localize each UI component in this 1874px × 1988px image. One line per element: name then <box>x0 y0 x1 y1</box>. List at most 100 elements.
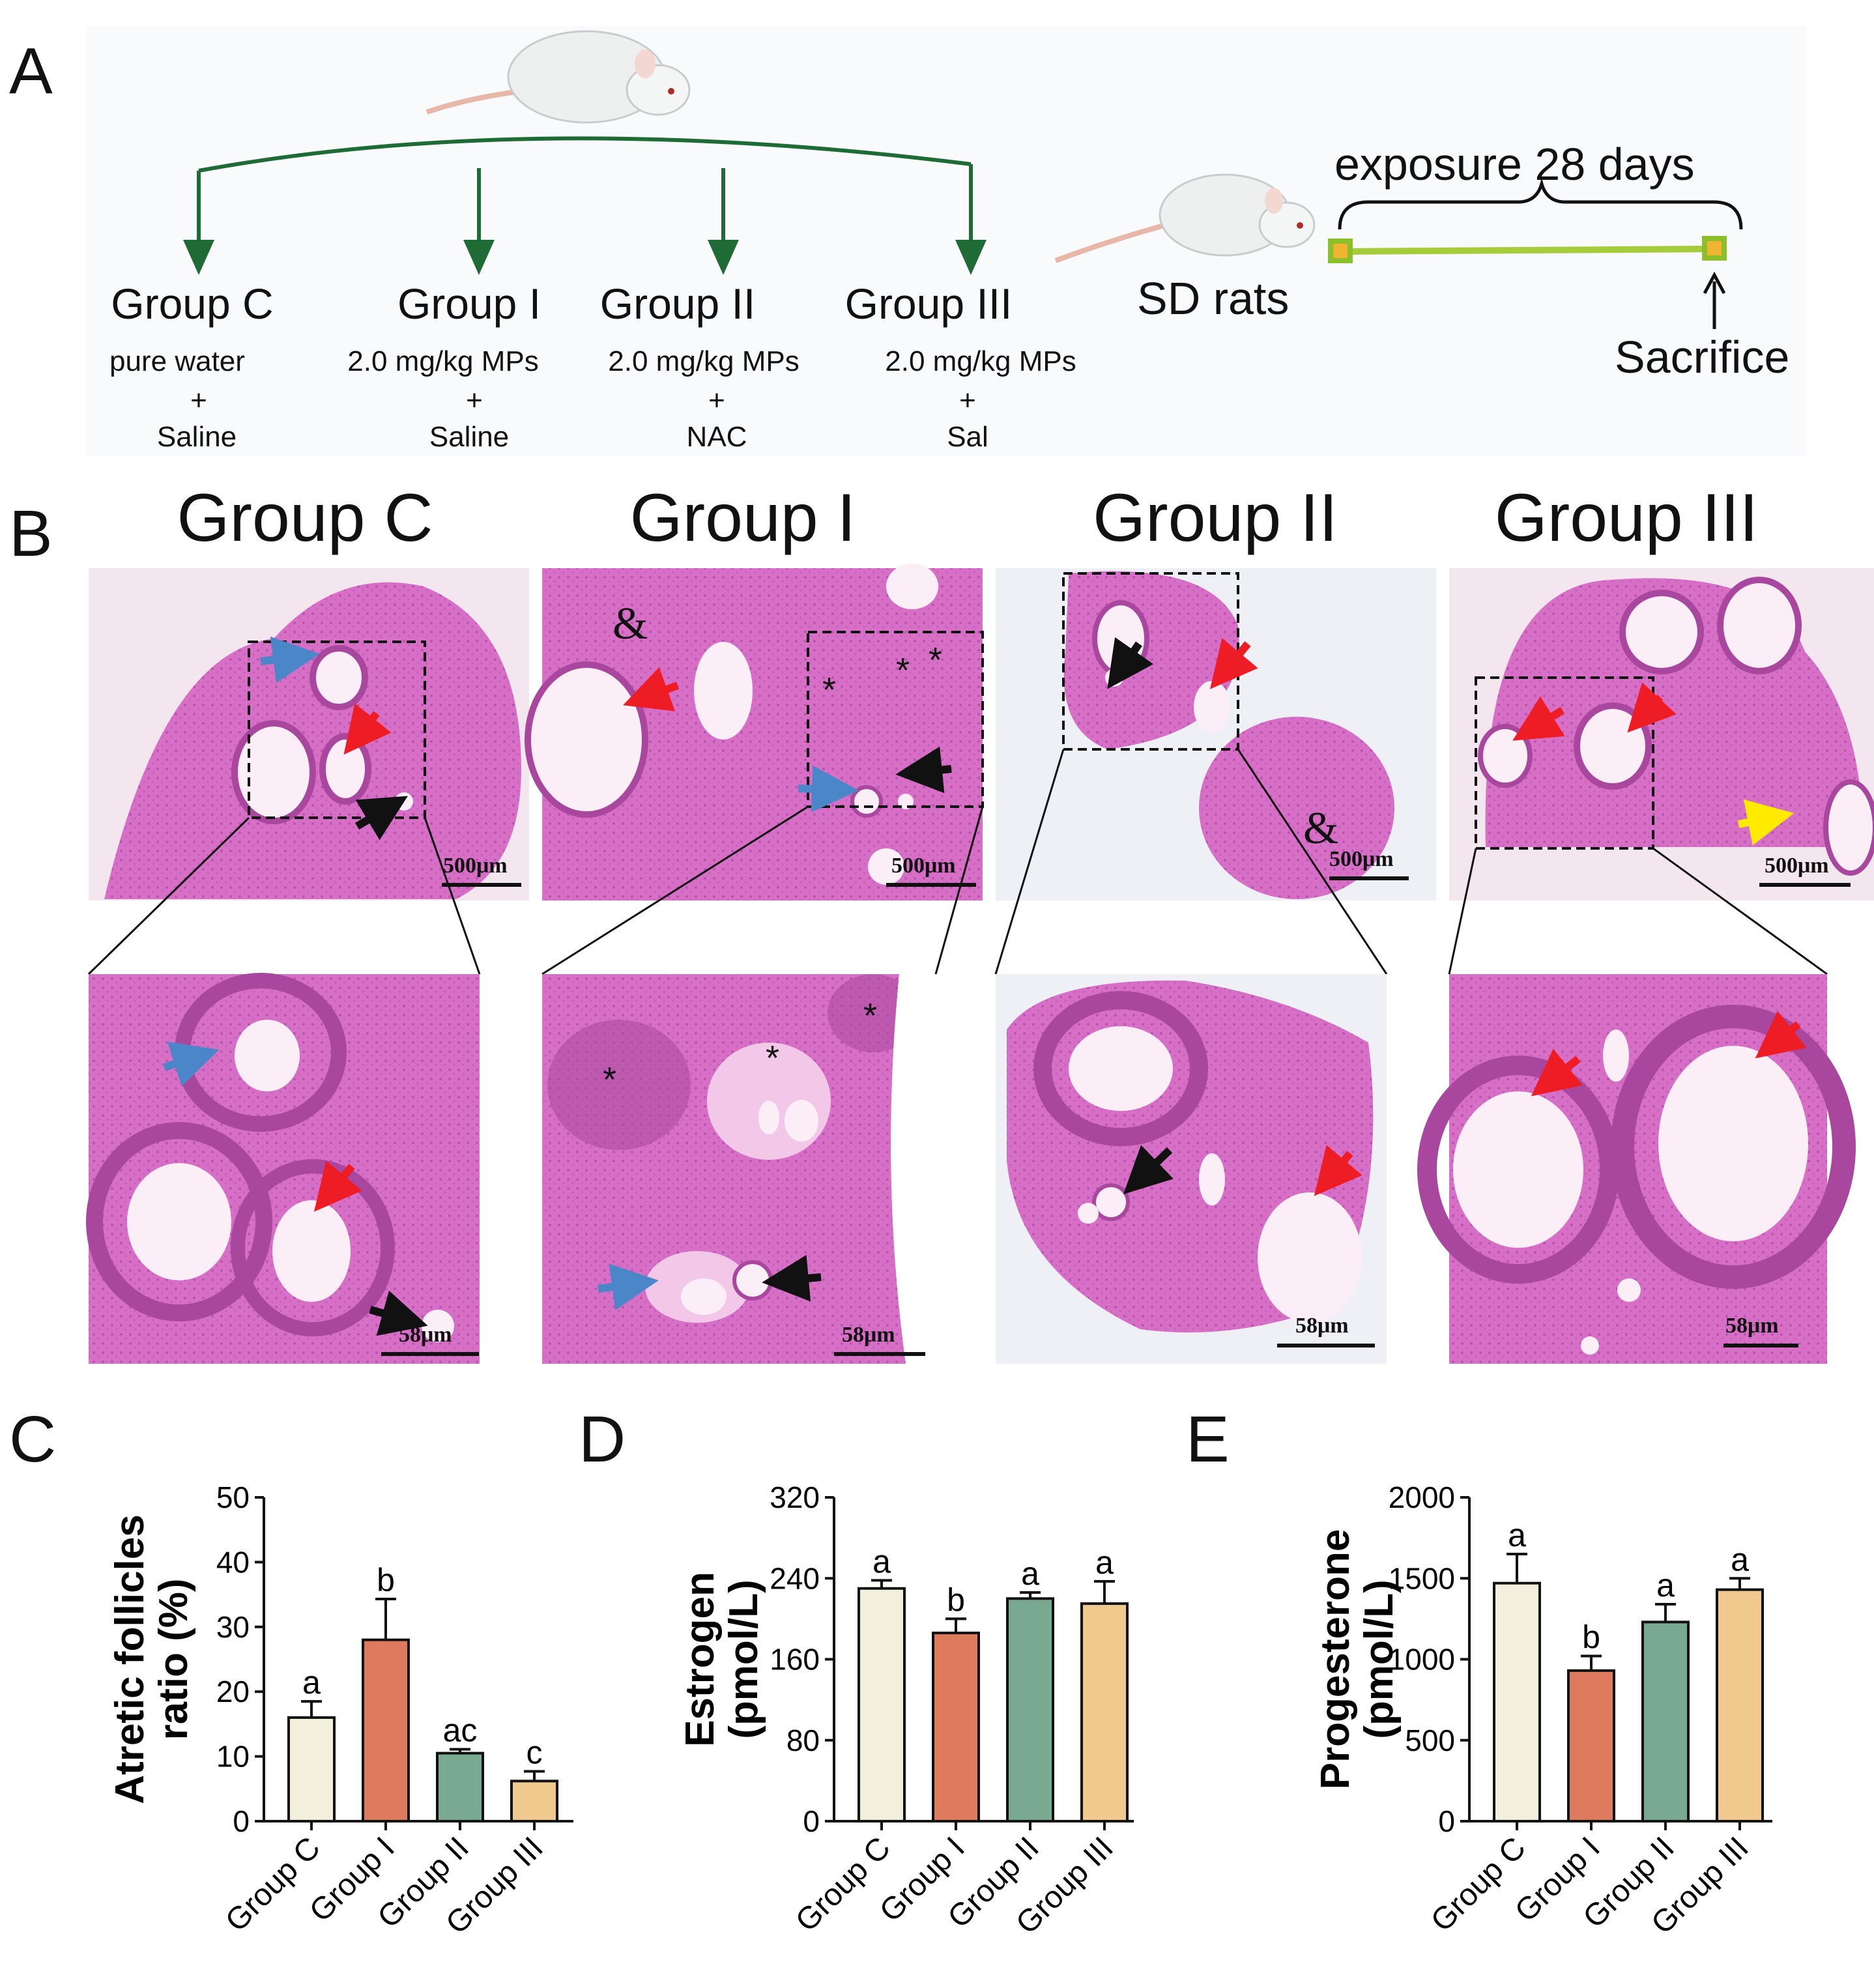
zoom-connector-lines <box>87 749 1828 975</box>
rat-illustration-top <box>425 30 691 124</box>
histo-top-group-i <box>525 564 984 900</box>
y-tick-label: 50 <box>216 1480 250 1514</box>
y-tick-label: 240 <box>770 1561 820 1595</box>
significance-label: ac <box>443 1712 478 1749</box>
x-tick-label: Group C <box>789 1830 897 1938</box>
star-marker-group-i-1: * <box>822 670 837 710</box>
bar <box>1641 1621 1690 1822</box>
x-tick-label: Group C <box>219 1830 327 1938</box>
group-c-plus: + <box>190 384 207 416</box>
histo-bottom-group-i <box>542 974 936 1364</box>
histo-top-group-iii <box>1449 568 1874 900</box>
significance-label: a <box>1508 1517 1526 1553</box>
y-tick-label: 500 <box>1405 1723 1455 1757</box>
group-i-line2: Saline <box>429 421 510 453</box>
significance-label: a <box>1656 1567 1675 1604</box>
scale-label-top-c: 500μm <box>443 854 508 878</box>
scale-label-bottom-i: 58μm <box>842 1323 895 1347</box>
bar <box>1006 1597 1054 1822</box>
panel-c-label: C <box>9 1403 57 1476</box>
significance-label: a <box>1731 1541 1749 1577</box>
group-iii-title: Group III <box>844 280 1013 328</box>
histo-top-group-c <box>89 568 529 900</box>
group-c-title: Group C <box>111 280 274 328</box>
group-iii-plus: + <box>959 384 976 416</box>
rat-illustration-right <box>1054 173 1316 263</box>
group-i-plus: + <box>466 384 483 416</box>
bar <box>858 1587 906 1822</box>
bar <box>932 1632 980 1822</box>
significance-label: b <box>947 1581 965 1618</box>
scale-bars <box>381 876 1851 1356</box>
y-tick-label: 0 <box>233 1804 250 1838</box>
amp-marker-group-ii: & <box>1303 803 1339 854</box>
amp-marker-group-i: & <box>613 599 648 649</box>
group-ii-line2: NAC <box>686 421 747 453</box>
y-tick-label: 320 <box>770 1480 820 1514</box>
y-tick-label: 80 <box>786 1723 820 1757</box>
histo-title-group-iii: Group III <box>1494 480 1759 556</box>
y-tick-label: 1000 <box>1389 1643 1455 1677</box>
y-tick-label: 160 <box>770 1643 820 1677</box>
y-tick-label: 0 <box>1438 1804 1455 1838</box>
group-c-line2: Saline <box>156 421 237 453</box>
y-axis-title-line2: (pmol/L) <box>1357 1579 1402 1739</box>
panel-a-label: A <box>9 35 53 108</box>
y-tick-label: 1500 <box>1389 1561 1455 1595</box>
scale-label-top-i: 500μm <box>891 854 956 878</box>
group-iii-line1: 2.0 mg/kg MPs <box>885 345 1076 377</box>
histo-bottom-group-ii <box>996 974 1387 1364</box>
y-axis-title-line1: Atretic follicles <box>108 1514 152 1804</box>
star-marker-zoom-1: * <box>603 1060 617 1099</box>
x-tick-label: Group C <box>1424 1830 1533 1938</box>
y-tick-label: 40 <box>216 1545 250 1579</box>
significance-label: b <box>377 1562 395 1598</box>
scale-label-bottom-ii: 58μm <box>1295 1314 1349 1338</box>
significance-label: a <box>302 1664 321 1701</box>
significance-label: b <box>1582 1619 1600 1656</box>
y-tick-label: 30 <box>216 1610 250 1644</box>
group-c-line1: pure water <box>109 345 245 377</box>
significance-label: a <box>1095 1544 1114 1581</box>
scale-label-top-ii: 500μm <box>1329 847 1394 871</box>
histo-bottom-group-c <box>86 973 480 1364</box>
bar <box>287 1716 336 1822</box>
y-axis-title-line1: Estrogen <box>678 1572 723 1747</box>
star-marker-group-i-3: * <box>929 641 943 680</box>
bar <box>362 1638 410 1822</box>
sacrifice-label: Sacrifice <box>1615 332 1790 382</box>
significance-label: a <box>872 1543 891 1579</box>
histo-top-group-ii <box>996 568 1436 900</box>
panel-b-label: B <box>9 497 53 570</box>
bar <box>436 1751 484 1823</box>
star-marker-zoom-3: * <box>863 996 878 1035</box>
group-ii-title: Group II <box>599 280 756 328</box>
bar <box>1080 1602 1129 1822</box>
group-i-title: Group I <box>397 280 541 328</box>
scale-label-top-iii: 500μm <box>1765 854 1829 878</box>
treatment-tree <box>183 30 1743 329</box>
star-marker-zoom-2: * <box>766 1039 780 1078</box>
y-tick-label: 0 <box>803 1804 820 1838</box>
histo-title-group-ii: Group II <box>1093 480 1338 556</box>
histo-title-group-i: Group I <box>629 480 856 556</box>
panel-a-background <box>86 26 1806 456</box>
panel-e-label: E <box>1186 1403 1230 1476</box>
bar <box>1493 1581 1541 1823</box>
group-i-line1: 2.0 mg/kg MPs <box>347 345 539 377</box>
y-axis-title-line1: Progesterone <box>1313 1529 1358 1790</box>
significance-label: a <box>1021 1555 1039 1592</box>
y-tick-label: 10 <box>216 1740 250 1774</box>
group-iii-line2: Sal <box>947 421 988 453</box>
exposure-label: exposure 28 days <box>1334 139 1695 190</box>
y-tick-label: 2000 <box>1389 1480 1455 1514</box>
group-ii-line1: 2.0 mg/kg MPs <box>608 345 800 377</box>
group-ii-plus: + <box>708 384 725 416</box>
sd-rats-label: SD rats <box>1137 273 1290 324</box>
histo-title-group-c: Group C <box>177 480 433 556</box>
bar <box>1716 1588 1764 1823</box>
progesterone-chart: Progesterone(pmol/L) 0 500 1000 1500 2000 a Gro… <box>1313 1480 1772 1941</box>
significance-label: c <box>526 1734 543 1770</box>
